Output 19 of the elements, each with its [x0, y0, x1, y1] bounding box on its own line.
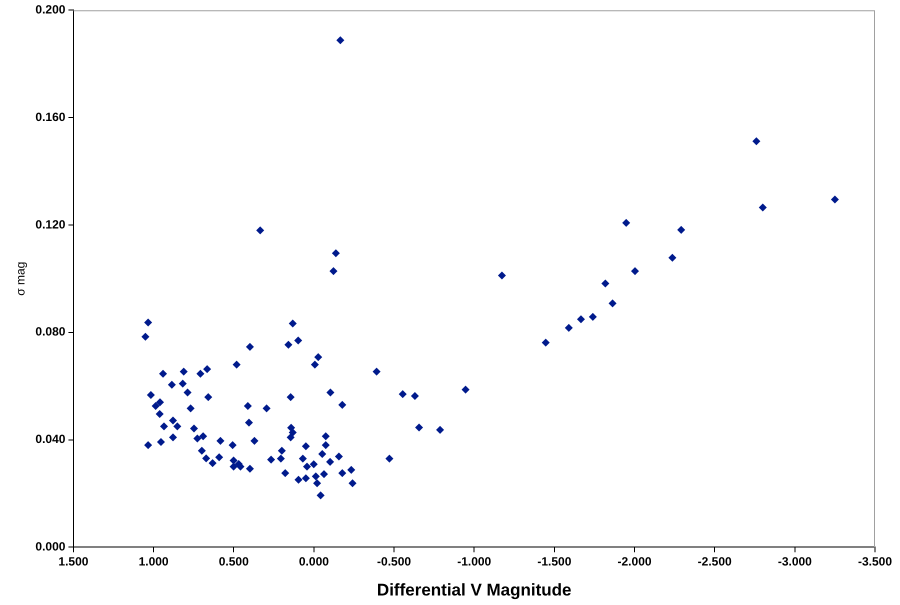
y-tick-label: 0.200: [35, 2, 66, 17]
x-tick-label: 1.000: [138, 554, 169, 569]
x-tick-label: -1.500: [537, 554, 572, 569]
x-tick-label: -2.500: [698, 554, 732, 569]
x-tick-label: 0.000: [298, 554, 330, 569]
x-axis-title: Differential V Magnitude: [376, 580, 572, 600]
x-tick-label: -2.000: [618, 554, 652, 569]
x-tick-label: 1.500: [58, 554, 89, 569]
x-tick-label: -1.000: [457, 554, 492, 569]
y-axis-title: σ mag: [14, 262, 28, 296]
x-tick-label: -3.000: [778, 554, 812, 569]
y-tick-label: 0.000: [35, 540, 66, 554]
x-tick-label: -0.500: [377, 554, 412, 569]
x-tick-label: 0.500: [218, 554, 250, 569]
x-tick-label: -3.500: [858, 554, 892, 569]
y-tick-label: 0.080: [35, 324, 66, 339]
y-tick-label: 0.040: [35, 432, 66, 446]
y-tick-label: 0.160: [35, 110, 66, 124]
y-tick-label: 0.120: [35, 217, 66, 232]
